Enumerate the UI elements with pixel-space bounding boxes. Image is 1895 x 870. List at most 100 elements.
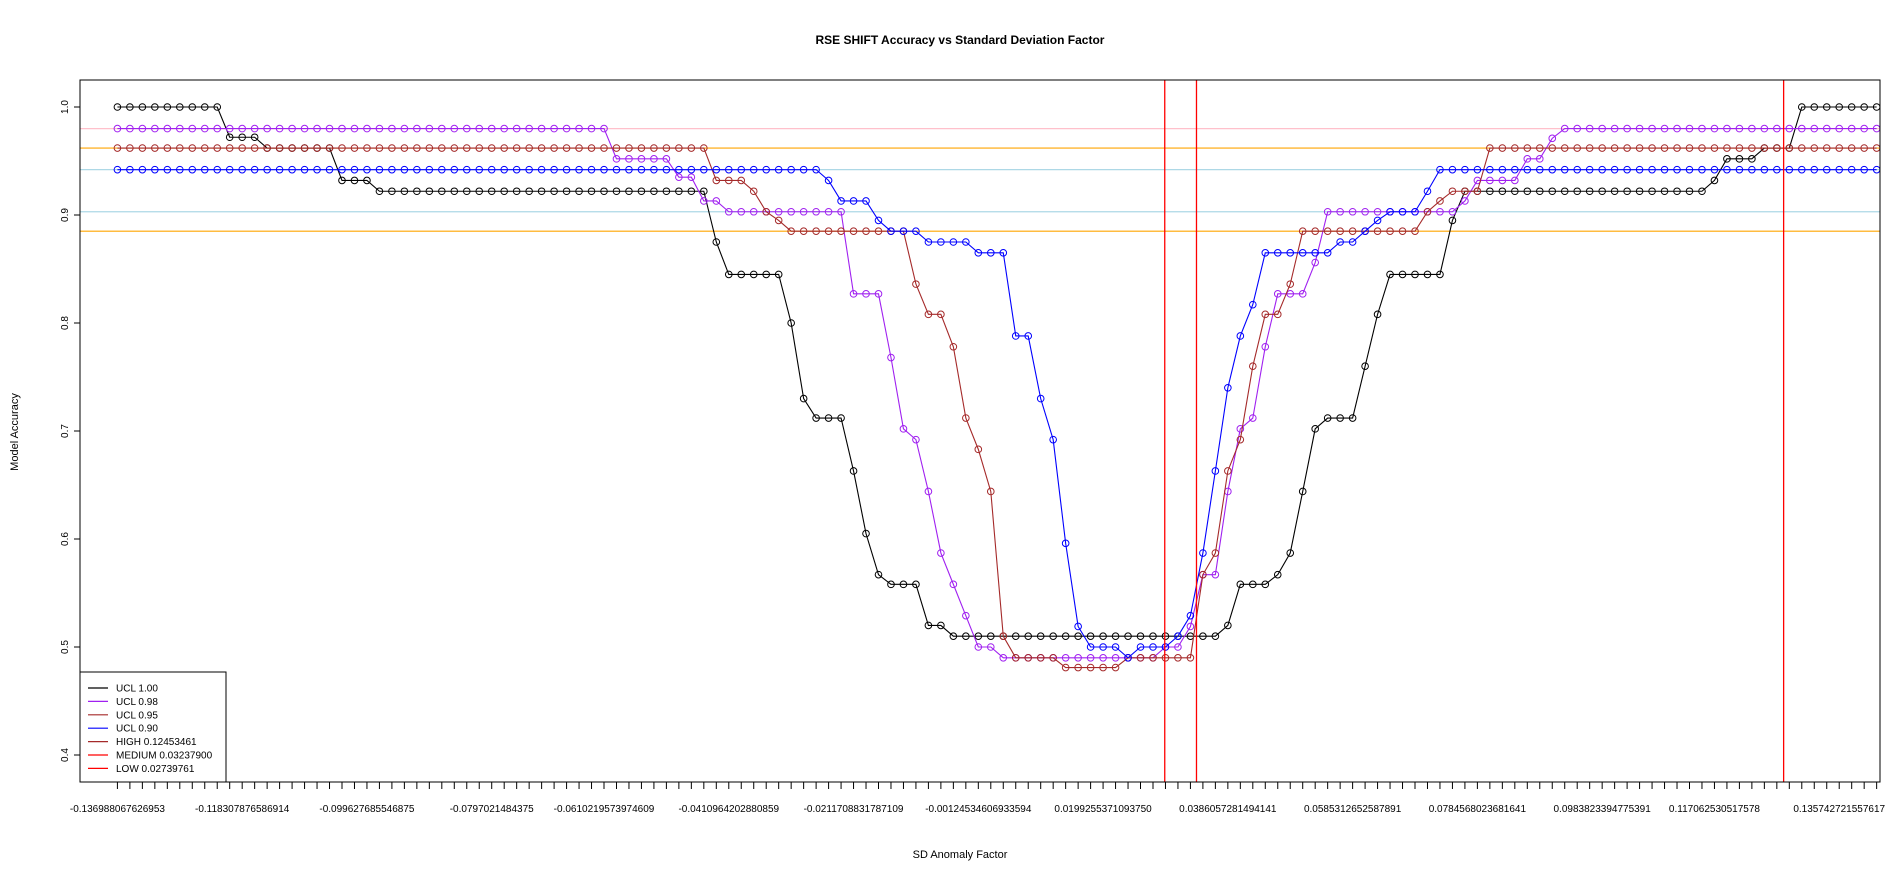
data-point [512,187,521,196]
data-point [687,165,696,174]
data-point [662,187,671,196]
data-point [774,216,783,225]
data-point [126,103,134,111]
data-point [1111,643,1120,651]
data-point [962,611,970,620]
data-point [1286,249,1295,257]
data-point [799,207,808,216]
data-point [225,133,234,142]
data-point [662,155,671,163]
data-point [375,144,384,152]
data-point [525,124,533,133]
x-tick-label: -0.0797021484375 [450,804,534,815]
data-point [500,165,508,174]
data-point [126,124,134,133]
data-point [425,165,434,174]
data-point [1685,187,1694,196]
data-point [1560,124,1569,133]
data-point [1249,300,1257,309]
data-point [1386,207,1394,216]
data-point [250,144,259,152]
data-point [949,580,958,589]
data-point [1411,207,1419,216]
data-point [1535,165,1544,174]
data-point [986,632,995,641]
data-point [225,124,234,133]
data-point [862,529,870,538]
data-point [1049,632,1057,641]
data-point [1398,227,1407,235]
data-point [176,165,184,174]
plot-frame [79,79,1881,783]
data-point [475,165,484,174]
data-point [1298,290,1307,298]
data-point [1748,165,1756,174]
y-tick-label: 0.5 [60,640,71,654]
data-point [363,144,371,152]
data-point [1511,176,1519,185]
x-tick-label: -0.136988067626953 [70,804,166,815]
data-point [1386,270,1394,279]
data-point [862,290,870,298]
data-point [1061,632,1070,641]
data-point [562,187,571,196]
data-point [962,414,970,422]
data-point [350,176,359,185]
data-point [1847,124,1856,133]
data-point [1723,165,1731,174]
data-point [388,124,396,133]
data-point [1698,144,1706,152]
data-point [862,227,870,235]
data-point [937,238,945,246]
data-point [1598,165,1606,174]
data-point [475,124,484,133]
data-point [512,165,521,174]
data-point [1149,654,1157,662]
series-ucl-0-98 [113,124,1880,662]
data-point [787,207,795,216]
data-point [700,144,708,152]
data-point [1436,165,1444,174]
data-point [1224,384,1232,392]
data-point [138,144,147,152]
data-point [1548,165,1557,174]
data-point [1685,124,1694,133]
data-point [313,144,321,152]
data-point [849,467,858,475]
data-point [138,165,147,174]
data-point [250,124,259,133]
data-point [500,124,508,133]
data-point [612,187,621,196]
data-point [238,165,246,174]
data-point [1261,249,1270,257]
data-point [1635,187,1644,196]
legend-label: MEDIUM 0.03237900 [116,751,213,762]
data-point [1760,124,1769,133]
data-point [1822,124,1831,133]
data-point [1049,654,1057,662]
data-point [1635,165,1644,174]
data-point [1348,227,1357,235]
data-point [1710,144,1719,152]
data-point [912,280,920,288]
data-point [712,238,721,246]
data-point [1061,663,1070,672]
data-point [1174,643,1182,651]
data-point [263,165,271,174]
data-point [675,144,683,152]
data-point [899,425,908,433]
data-point [1436,270,1444,279]
data-point [1361,227,1369,235]
data-point [350,165,359,174]
data-point [1136,632,1145,641]
data-point [949,238,958,246]
data-point [1773,165,1781,174]
data-point [288,165,296,174]
data-point [1610,144,1619,152]
data-point [188,103,197,111]
data-point [924,487,933,496]
data-point [1423,270,1432,279]
data-point [1124,632,1132,641]
data-point [1573,165,1581,174]
data-point [1797,144,1806,152]
